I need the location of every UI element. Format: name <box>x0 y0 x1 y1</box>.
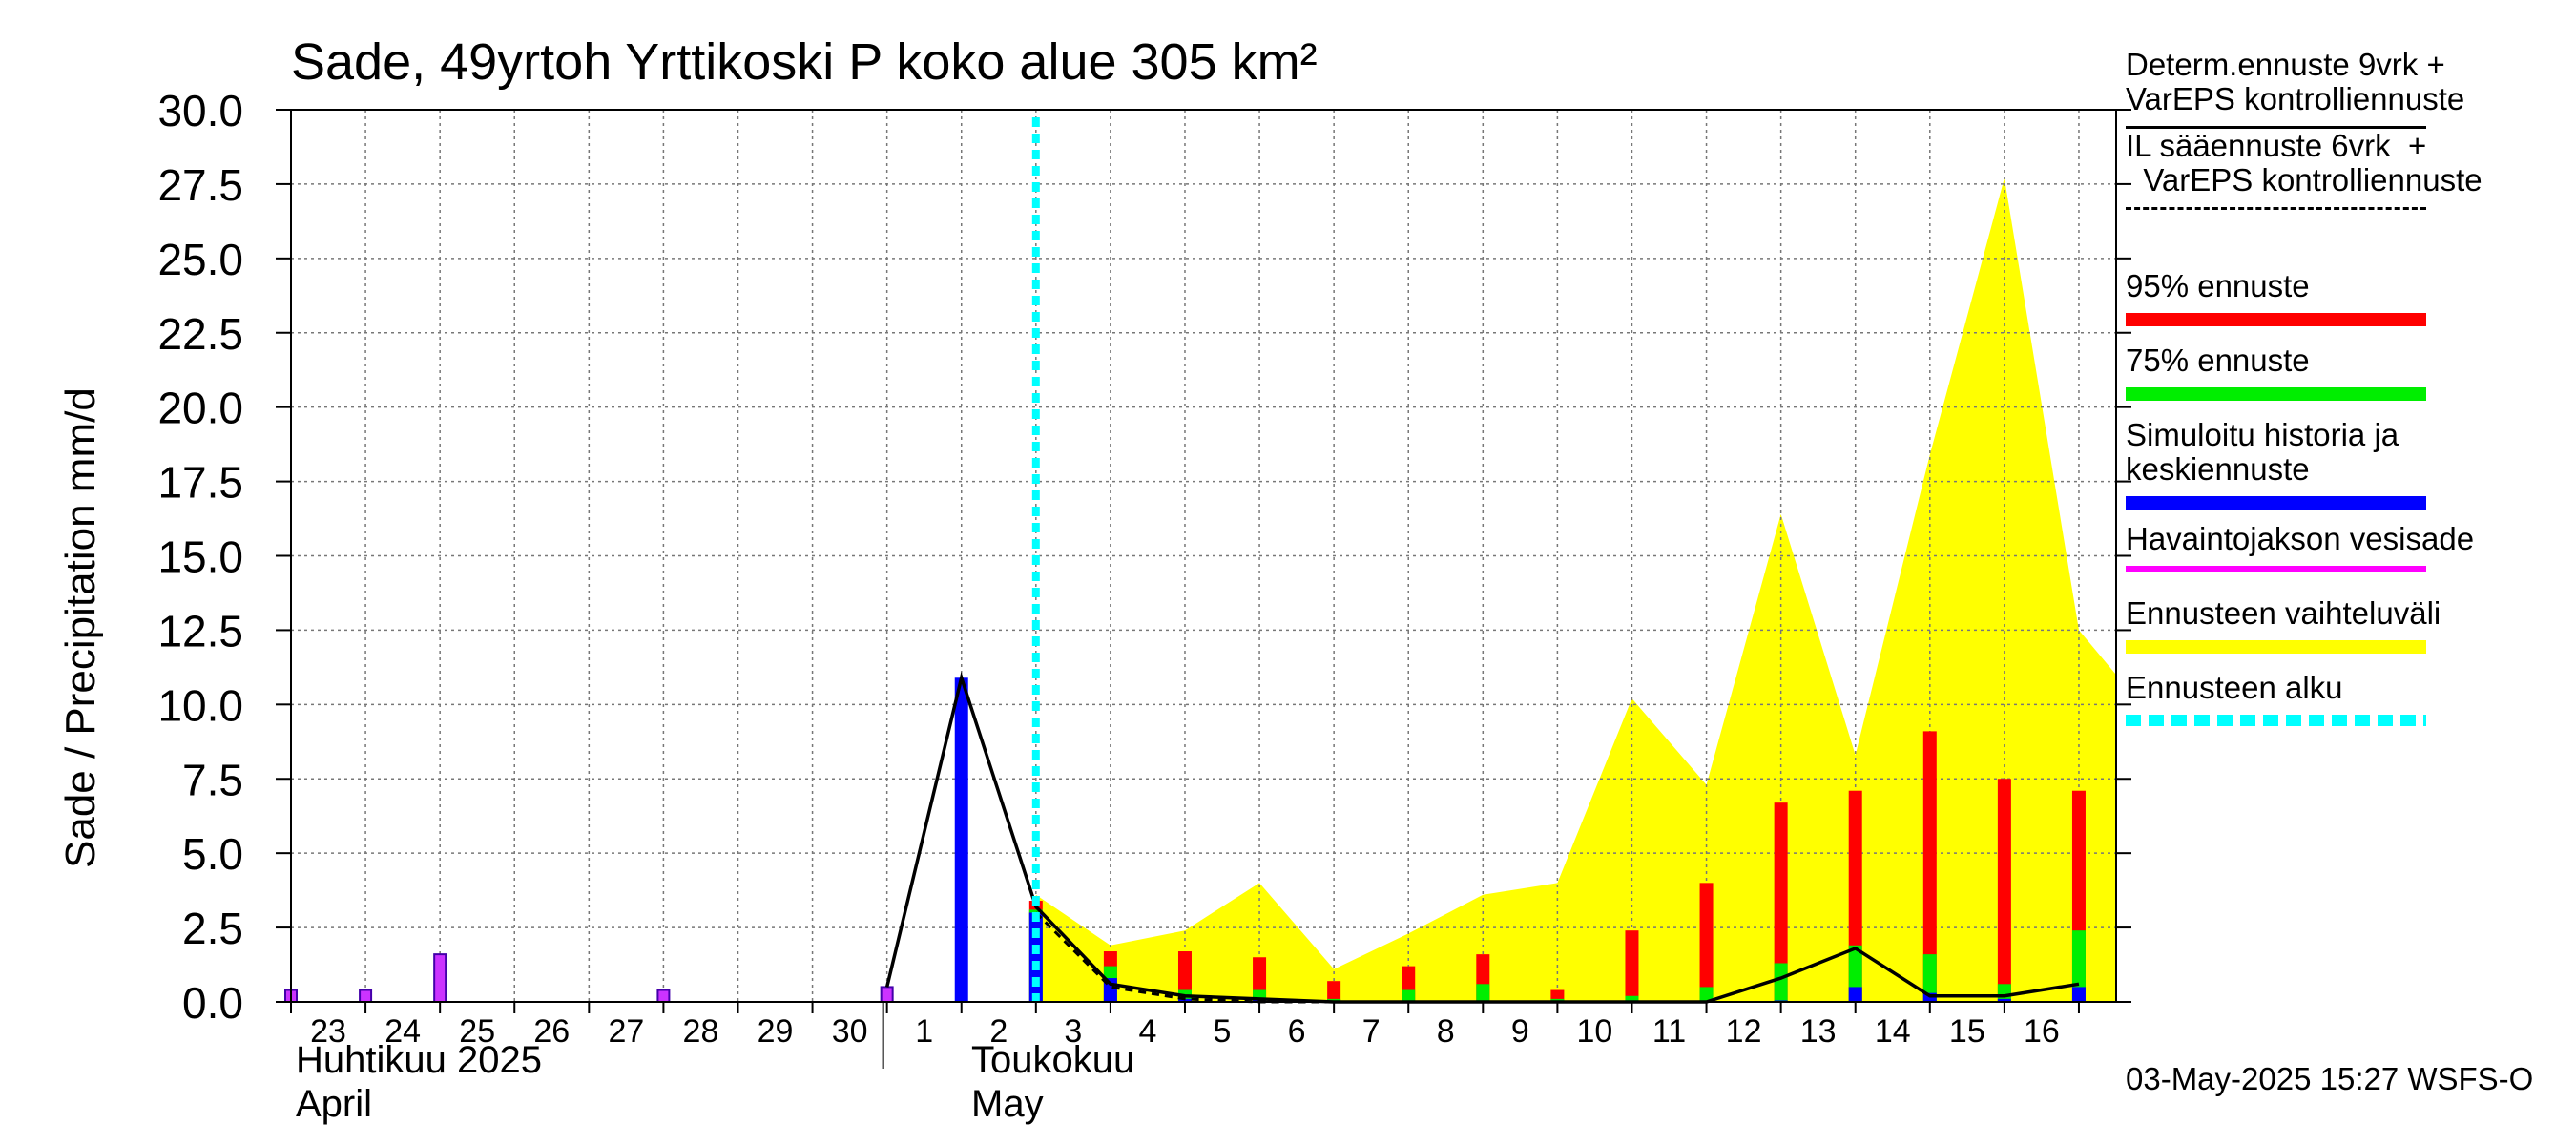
bar-simuloitu <box>954 677 968 1002</box>
y-tick-label: 27.5 <box>157 160 243 210</box>
legend-label: Simuloitu historia ja keskiennuste <box>2126 417 2399 487</box>
bar-observed-precipitation <box>359 989 373 1003</box>
legend-swatch <box>2126 387 2426 401</box>
y-tick-label: 25.0 <box>157 235 243 284</box>
x-day-label: 23 <box>310 1013 346 1050</box>
y-tick-label: 2.5 <box>182 904 243 953</box>
x-day-label: 15 <box>1949 1013 1985 1050</box>
legend-label: 95% ennuste <box>2126 268 2310 303</box>
bar-95pct <box>1625 930 1639 1002</box>
month-label-april-en: April <box>296 1083 373 1125</box>
x-day-label: 10 <box>1577 1013 1613 1050</box>
x-day-label: 6 <box>1288 1013 1306 1050</box>
legend-swatch <box>2126 496 2426 510</box>
bar-simuloitu <box>1848 987 1862 1002</box>
bar-95pct <box>1327 981 1341 1002</box>
bar-simuloitu <box>1177 998 1192 1002</box>
x-day-label: 7 <box>1362 1013 1381 1050</box>
legend-label: Ennusteen alku <box>2126 670 2343 705</box>
legend-entry: 95% ennuste <box>2126 268 2565 326</box>
bar-simuloitu <box>1028 912 1043 1002</box>
bar-observed-precipitation <box>433 953 447 1004</box>
x-day-label: 14 <box>1875 1013 1911 1050</box>
x-day-label: 30 <box>832 1013 868 1050</box>
legend-label: Havaintojakson vesisade <box>2126 521 2475 556</box>
bar-95pct <box>1774 802 1788 1002</box>
legend-entry: IL sääennuste 6vrk + VarEPS kontrollienn… <box>2126 128 2565 210</box>
bar-observed-precipitation <box>656 989 671 1003</box>
forecast-range-area <box>1035 177 2116 1002</box>
x-day-label: 8 <box>1437 1013 1455 1050</box>
bar-95pct <box>1922 731 1937 1002</box>
y-tick-label: 17.5 <box>157 458 243 508</box>
x-day-label: 13 <box>1800 1013 1837 1050</box>
month-label-april-fi: Huhtikuu 2025 <box>296 1039 542 1081</box>
x-day-label: 26 <box>533 1013 570 1050</box>
y-axis-label: Sade / Precipitation mm/d <box>57 387 104 868</box>
y-tick-label: 7.5 <box>182 755 243 804</box>
bar-95pct <box>1699 883 1714 1002</box>
x-day-label: 5 <box>1214 1013 1232 1050</box>
legend-swatch <box>2126 566 2426 572</box>
bar-75pct <box>1625 995 1639 1002</box>
y-tick-label: 12.5 <box>157 606 243 656</box>
bar-75pct <box>1402 989 1416 1002</box>
x-day-label: 3 <box>1064 1013 1082 1050</box>
x-day-label: 11 <box>1652 1013 1686 1050</box>
bar-simuloitu <box>1997 998 2011 1002</box>
legend-label: Ennusteen vaihteluväli <box>2126 595 2441 631</box>
month-label-may-en: May <box>971 1083 1044 1125</box>
legend-swatch <box>2126 640 2426 654</box>
legend-swatch <box>2126 126 2426 129</box>
y-tick-label: 15.0 <box>157 532 243 582</box>
x-day-label: 12 <box>1726 1013 1762 1050</box>
legend-entry: Ennusteen vaihteluväli <box>2126 595 2565 654</box>
legend-swatch <box>2126 207 2426 210</box>
y-tick-label: 20.0 <box>157 384 243 433</box>
legend-entry: Havaintojakson vesisade <box>2126 521 2565 572</box>
y-tick-label: 5.0 <box>182 829 243 879</box>
legend-label: IL sääennuste 6vrk + VarEPS kontrollienn… <box>2126 128 2483 198</box>
month-label-may-fi: Toukokuu <box>971 1039 1135 1081</box>
x-day-label: 25 <box>459 1013 495 1050</box>
x-day-label: 2 <box>989 1013 1008 1050</box>
bar-observed-precipitation <box>880 986 894 1003</box>
bar-75pct <box>1922 954 1937 1002</box>
bar-75pct <box>1699 987 1714 1002</box>
legend-swatch <box>2126 715 2426 726</box>
x-day-label: 4 <box>1138 1013 1156 1050</box>
x-day-label: 29 <box>758 1013 794 1050</box>
x-day-label: 28 <box>683 1013 719 1050</box>
legend-label: Determ.ennuste 9vrk + VarEPS kontrollien… <box>2126 47 2465 116</box>
x-day-label: 27 <box>608 1013 644 1050</box>
timestamp-footer: 03-May-2025 15:27 WSFS-O <box>2126 1061 2534 1096</box>
bar-simuloitu <box>2071 987 2086 1002</box>
y-tick-label: 0.0 <box>182 978 243 1028</box>
legend-entry: Ennusteen alku <box>2126 670 2565 726</box>
x-day-label: 1 <box>915 1013 933 1050</box>
legend-entry: Determ.ennuste 9vrk + VarEPS kontrollien… <box>2126 47 2565 129</box>
legend-label: 75% ennuste <box>2126 343 2310 378</box>
bar-95pct <box>1997 779 2011 1002</box>
y-tick-label: 30.0 <box>157 86 243 135</box>
legend-entry: 75% ennuste <box>2126 343 2565 401</box>
legend-swatch <box>2126 313 2426 326</box>
y-tick-label: 22.5 <box>157 309 243 359</box>
x-day-label: 16 <box>2024 1013 2060 1050</box>
x-day-label: 24 <box>384 1013 421 1050</box>
bar-75pct <box>1476 984 1490 1002</box>
x-day-label: 9 <box>1511 1013 1529 1050</box>
legend-entry: Simuloitu historia ja keskiennuste <box>2126 417 2565 510</box>
bar-75pct <box>1774 963 1788 1002</box>
y-tick-label: 10.0 <box>157 680 243 730</box>
chart-title: Sade, 49yrtoh Yrttikoski P koko alue 305… <box>291 33 1318 91</box>
bar-95pct <box>1177 951 1192 1002</box>
